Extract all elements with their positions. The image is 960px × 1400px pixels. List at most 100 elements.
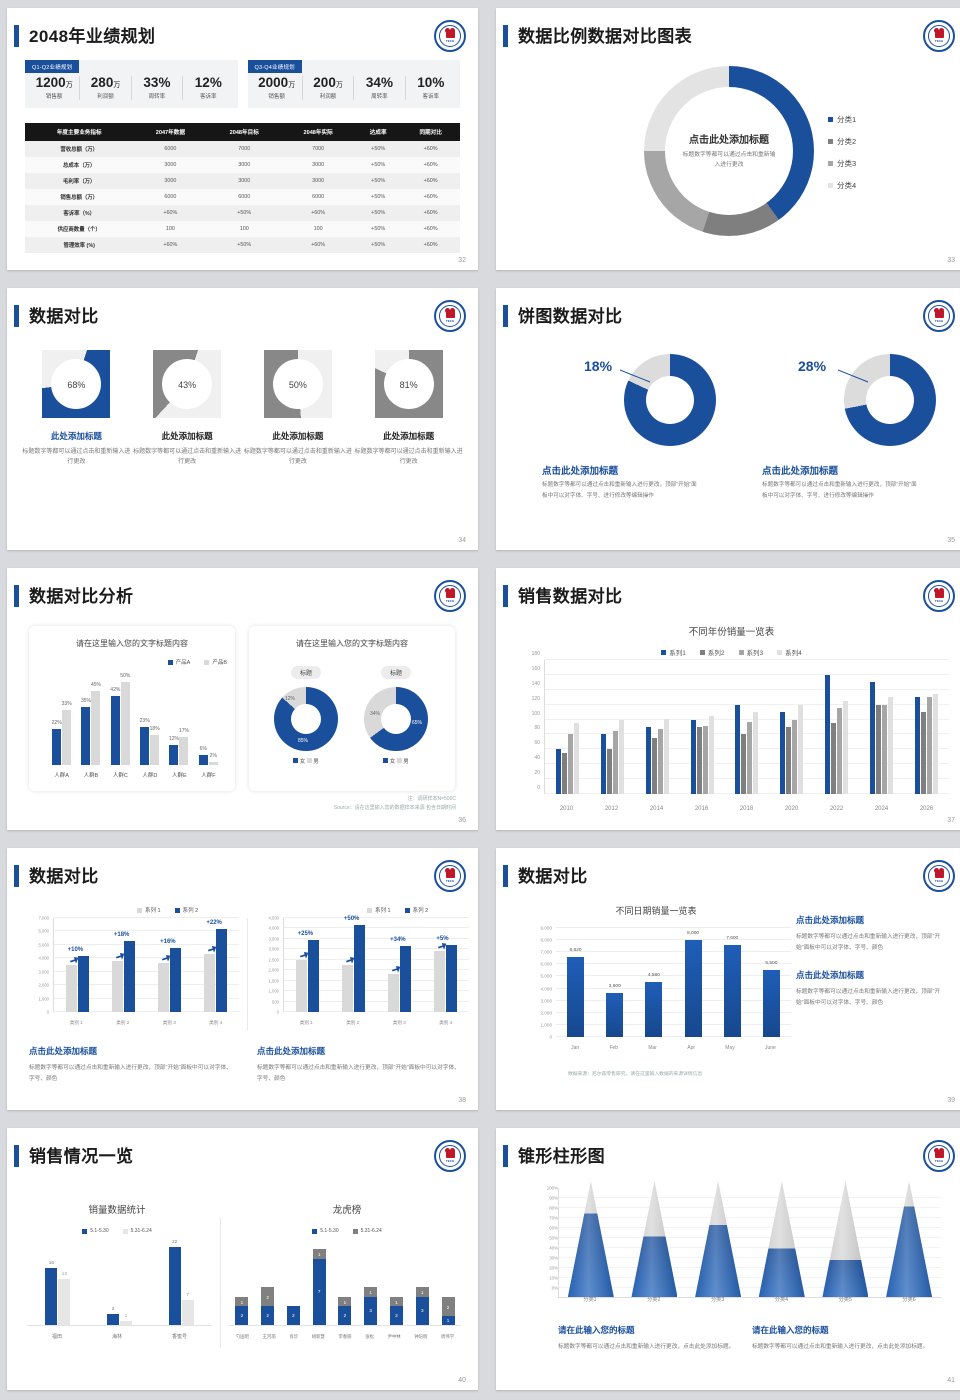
y-tick: 1,500: [268, 978, 279, 984]
growth-annotation: +10%: [67, 946, 84, 953]
gridline: [545, 659, 949, 660]
bar-segment-top: 1: [338, 1296, 352, 1307]
x-label: 2012: [604, 806, 619, 812]
bar-legend: 产品A 产品B: [167, 658, 227, 666]
bar-value: 7: [186, 1292, 189, 1298]
bar: 7,600: [723, 936, 741, 1037]
kpi-value: 2000万: [258, 75, 296, 90]
gauge-43: 43%: [153, 350, 222, 418]
slide-36: 数据对比分析 TECH 请在这里输入您的文字标题内容 产品A 产品B 22% 3…: [7, 568, 478, 830]
page-title: 销售数据对比: [518, 587, 623, 606]
table-header-cell: 年度主要业务指标: [25, 123, 134, 141]
donut-gender-1: 12% 85%: [274, 687, 338, 751]
donut-legend: 分类1 分类2 分类3 分类4: [828, 114, 856, 202]
bar-group: 35% 45%: [81, 674, 101, 765]
bar: [831, 723, 837, 794]
bar: [555, 749, 561, 794]
slide-header: 数据对比分析 TECH: [7, 580, 478, 616]
kpi-item: 12% 客诉率: [183, 75, 233, 100]
kpi-label: 周转率: [371, 94, 388, 101]
bar: [837, 708, 843, 794]
y-tick: 3,000: [268, 946, 279, 952]
brand-logo-icon: TECH: [923, 860, 955, 892]
brand-logo-icon: TECH: [923, 20, 955, 52]
bar: 1: [119, 1313, 132, 1325]
gridline: [556, 927, 791, 928]
chart-legend-right: 系列 1 系列 2: [367, 906, 428, 914]
kpi-value: 200万: [313, 75, 343, 90]
bar: 4,580: [645, 973, 663, 1037]
table-row: 客诉率（%） +60% +50% +60% +50% +60%: [25, 205, 460, 221]
bar: 13: [58, 1271, 71, 1325]
gauge-68: 68%: [42, 350, 111, 418]
legend-item: 系列4: [777, 647, 802, 657]
bar: [204, 954, 216, 1012]
y-tick: 30%: [549, 1255, 558, 1261]
bar: [307, 939, 319, 1012]
x-label: 分类3: [710, 1297, 725, 1303]
accent-bar: [14, 585, 19, 607]
table-cell: +60%: [401, 157, 460, 173]
kpi-label: 客诉率: [422, 94, 440, 101]
page-title: 数据对比: [29, 307, 99, 326]
kpi-value: 34%: [365, 75, 393, 90]
ring-desc: 标题数字等都可以通过点击和重新输入进行更改: [133, 449, 242, 466]
bar: [753, 712, 759, 794]
note-source: Source：请在这里输入您的数据样本来源 包含日期时间: [333, 804, 456, 811]
slide-header: 数据比例数据对比图表 TECH: [496, 20, 960, 56]
table-cell: +50%: [355, 237, 402, 253]
table-cell: +50%: [207, 237, 282, 253]
bar: [123, 940, 135, 1012]
table-cell: +60%: [401, 189, 460, 205]
chart-source: 数据来源：尼尔森零售研究，请在这里输入数据的来源详情信息: [568, 1072, 703, 1077]
kpi-label: 利润额: [319, 94, 337, 101]
gridline: [284, 969, 469, 971]
bar: [786, 727, 792, 794]
bar: 42%: [110, 687, 120, 765]
table-cell: +50%: [207, 205, 282, 221]
page-number: 41: [947, 1377, 955, 1384]
bar: [353, 925, 365, 1012]
table-cell: 3000: [281, 157, 356, 173]
block-desc: 标题数字等都可以通过点击和重新输入进行更改，顶部“开始”面板中可以对字体、字号、…: [29, 1065, 232, 1082]
growth-annotation: +16%: [160, 938, 176, 945]
bar-group: 1 3: [415, 1240, 429, 1325]
y-tick: 4,000: [268, 925, 279, 931]
table-row: 总成本（万） 3000 3000 3000 +50% +60%: [25, 157, 460, 173]
kpi-value: 10%: [417, 75, 445, 90]
donut-tag: 标题: [290, 666, 321, 679]
x-label: 类别 3: [392, 1020, 406, 1025]
bar-group: 6% 2%: [198, 674, 218, 765]
x-label: 人群F: [201, 773, 216, 779]
bar-value: 4,580: [647, 972, 660, 978]
donut-small-label: 12%: [285, 696, 296, 702]
item-title: 点击此处添加标题: [762, 466, 839, 477]
bar: [170, 947, 182, 1012]
cone-bar: [567, 1181, 614, 1297]
bar: [870, 682, 876, 794]
gridline: [284, 937, 469, 939]
kpi-card-q1q2: Q1-Q2业绩规划 1200万 销售额 280万 利润额 33% 周转率 12% 客诉率: [25, 60, 238, 109]
item-desc: 标题数字等都可以通过点击和重新输入进行更改，顶部“开始”面板中可以对字体、字号、…: [542, 482, 697, 499]
ring-gauge: 50% 此处添加标题 标题数字等都可以通过点击和重新输入进行更改: [243, 350, 354, 467]
table-cell: 6000: [133, 189, 208, 205]
bar: [888, 697, 894, 794]
note-sample: 注：调研样本N=500C: [407, 796, 457, 802]
bar: 18%: [150, 726, 160, 765]
table-row: 营收总额（万） 6000 7000 7000 +50% +60%: [25, 141, 460, 157]
slide-32: 2048年业绩规划 TECH Q1-Q2业绩规划 1200万 销售额 280万 利润…: [7, 8, 478, 270]
ring-desc: 标题数字等都可以通过点击和重新输入进行更改: [243, 449, 352, 466]
cone-bar: [758, 1181, 805, 1297]
gridline: [556, 975, 791, 977]
y-tick: 2,500: [268, 957, 279, 963]
table-cell: +60%: [133, 237, 208, 253]
divider: [220, 1218, 221, 1348]
y-tick: 8,000: [540, 937, 553, 943]
x-label: 人群C: [112, 773, 128, 779]
x-label: 人群E: [171, 773, 187, 779]
bar-value: 8,000: [687, 931, 700, 937]
cone-x-labels: 分类1 分类2 分类3 分类4 分类5 分类6: [558, 1296, 941, 1303]
page-title: 锥形柱形图: [518, 1147, 605, 1166]
bar: [446, 945, 458, 1012]
bar: [708, 715, 714, 794]
